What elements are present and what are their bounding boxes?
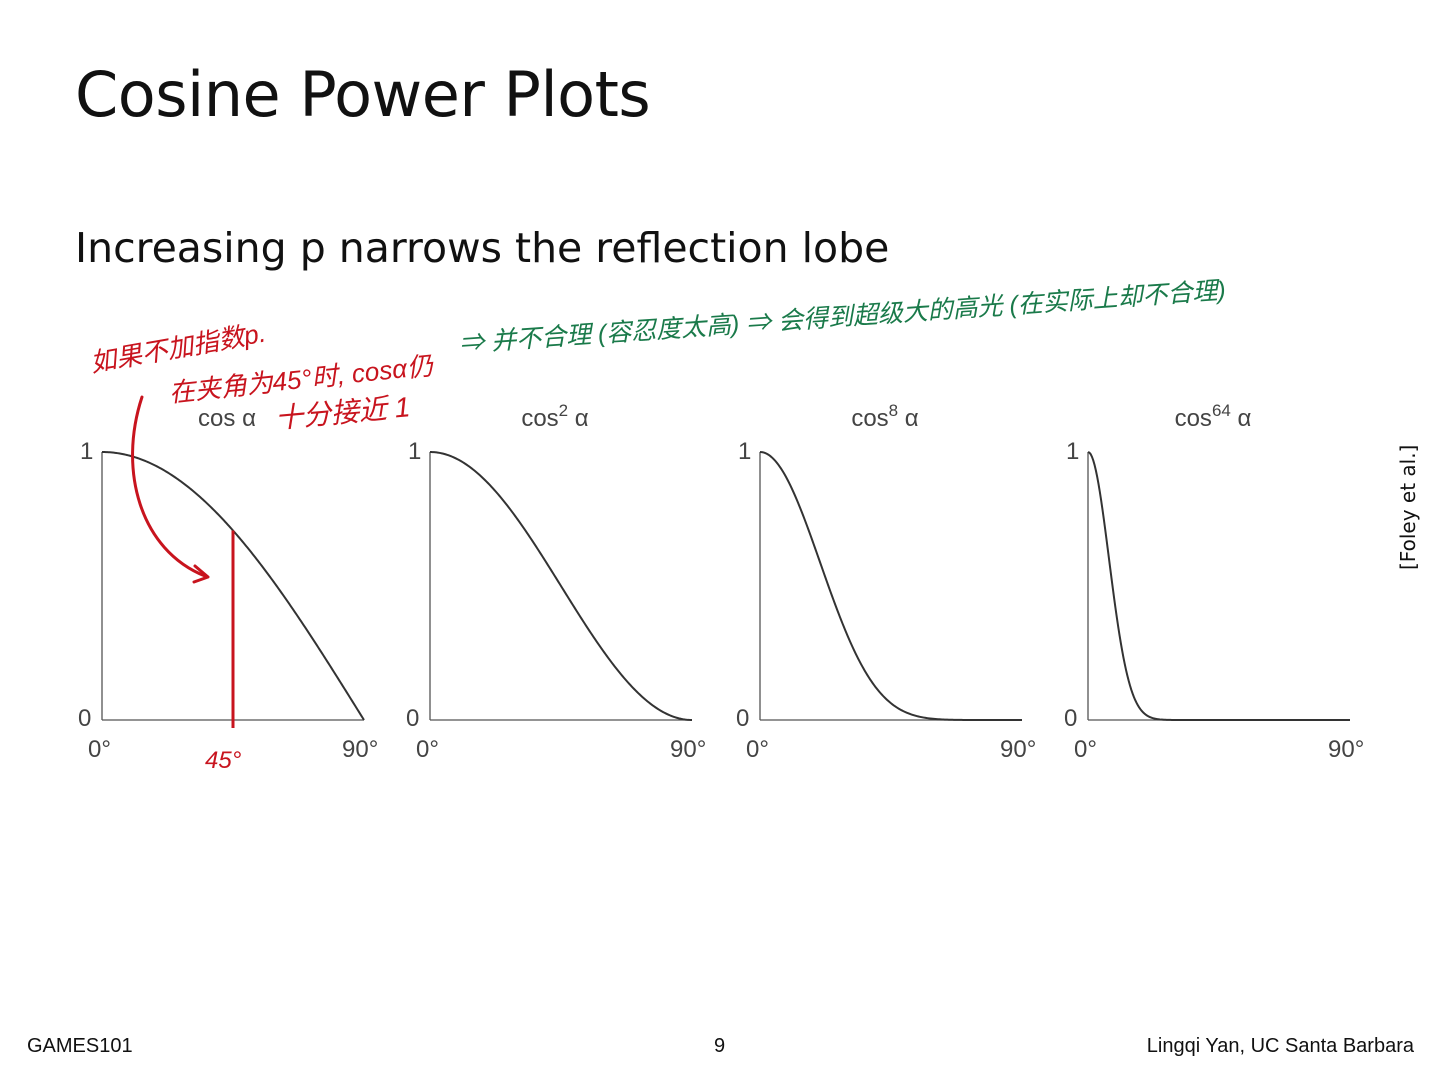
x-tick-label-start-4: 0° [1074, 736, 1097, 763]
x-tick-label-end-3: 90° [1000, 736, 1036, 763]
y-tick-label-top-4: 1 [1066, 438, 1079, 465]
x-tick-label-end-2: 90° [670, 736, 706, 763]
chart-title-2: cos2 α [521, 401, 588, 432]
x-tick-label-start-1: 0° [88, 736, 111, 763]
curve-cos-power-2 [429, 451, 693, 721]
x-tick-label-end-4: 90° [1328, 736, 1364, 763]
curve-cos-power-64 [1087, 451, 1350, 721]
y-tick-label-bottom-1: 0 [78, 705, 91, 732]
annotation-red-arrow [131, 395, 207, 578]
citation-credit: [Foley et al.] [1396, 444, 1420, 570]
y-tick-label-bottom-4: 0 [1064, 705, 1077, 732]
annotation-green-text: ⇒ 并不合理 (容忍度太高) ⇒ 会得到超级大的高光 (在实际上却不合理) [458, 276, 1226, 358]
annotation-red-line3: 十分接近 1 [274, 391, 412, 434]
annotation-red-line1: 如果不加指数p. [88, 318, 268, 378]
y-tick-label-top-2: 1 [408, 438, 421, 465]
y-tick-label-bottom-2: 0 [406, 705, 419, 732]
footer-author: Lingqi Yan, UC Santa Barbara [1146, 1035, 1414, 1057]
curve-cos-power-8 [759, 451, 1022, 721]
chart-title-4: cos64 α [1175, 401, 1252, 432]
marker-45-label: 45° [205, 747, 242, 774]
slide-bullet: Increasing p narrows the reflection lobe [75, 224, 890, 272]
x-tick-label-start-3: 0° [746, 736, 769, 763]
x-tick-label-end-1: 90° [342, 736, 378, 763]
chart-title-1: cos α [198, 405, 256, 432]
y-tick-label-bottom-3: 0 [736, 705, 749, 732]
footer-course: GAMES101 [27, 1035, 133, 1057]
y-tick-label-top-1: 1 [80, 438, 93, 465]
slide-title: Cosine Power Plots [75, 58, 651, 131]
page-number: 9 [713, 1035, 726, 1057]
x-tick-label-start-2: 0° [416, 736, 439, 763]
y-tick-label-top-3: 1 [738, 438, 751, 465]
chart-title-3: cos8 α [851, 401, 918, 432]
annotation-red-arrowhead [192, 564, 210, 584]
